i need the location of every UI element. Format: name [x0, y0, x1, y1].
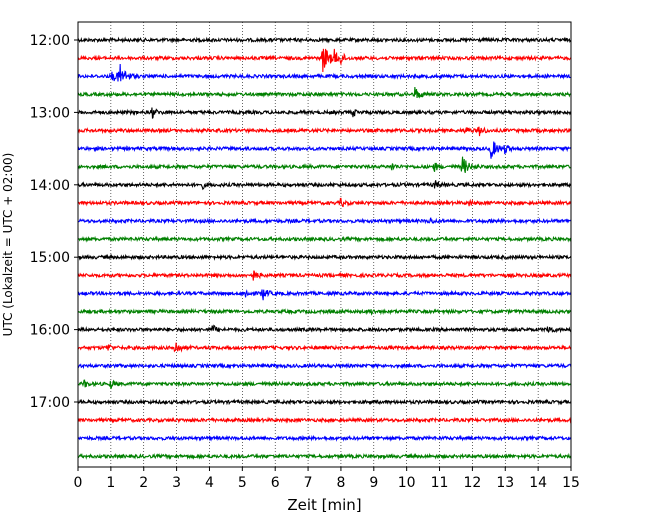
y-axis-label: UTC (Lokalzeit = UTC + 02:00): [1, 153, 15, 337]
seismic-traces: [77, 36, 572, 461]
y-axis-ticks: 12:00 13:00 14:00 15:00 16:00 17:00: [30, 33, 78, 411]
x-tick-label: 10: [398, 475, 416, 491]
x-tick-label: 6: [271, 475, 280, 491]
x-tick-label: 5: [238, 475, 247, 491]
trace-line: [77, 324, 572, 334]
trace-line: [77, 416, 572, 424]
x-tick-label: 0: [74, 475, 83, 491]
trace-line: [77, 289, 572, 301]
trace-line: [77, 197, 572, 208]
trace-line: [77, 307, 572, 316]
trace-line: [77, 126, 572, 137]
y-tick-label: 14:00: [30, 178, 70, 194]
y-tick-label: 12:00: [30, 33, 70, 49]
trace-line: [77, 217, 572, 225]
grid-lines: [110, 22, 539, 467]
trace-line: [77, 379, 572, 390]
y-tick-label: 13:00: [30, 105, 70, 121]
trace-line: [77, 434, 572, 442]
x-tick-label: 9: [369, 475, 378, 491]
trace-line: [77, 398, 572, 406]
x-tick-label: 12: [463, 475, 481, 491]
trace-line: [77, 362, 572, 370]
trace-line: [77, 141, 572, 159]
trace-line: [77, 156, 572, 174]
trace-line: [77, 64, 572, 82]
plot-frame: [77, 21, 572, 468]
trace-line: [77, 48, 572, 73]
trace-line: [77, 253, 572, 261]
x-tick-label: 3: [172, 475, 181, 491]
y-tick-label: 15:00: [30, 250, 70, 266]
trace-line: [77, 87, 572, 99]
trace-line: [77, 235, 572, 243]
x-axis-label: Zeit [min]: [287, 496, 361, 514]
x-tick-label: 13: [496, 475, 514, 491]
y-tick-label: 16:00: [30, 323, 70, 339]
y-tick-label: 17:00: [30, 395, 70, 411]
x-tick-label: 7: [304, 475, 313, 491]
x-tick-label: 11: [431, 475, 449, 491]
x-tick-label: 14: [529, 475, 547, 491]
x-tick-label: 15: [562, 475, 580, 491]
trace-line: [77, 36, 572, 44]
x-tick-label: 4: [205, 475, 214, 491]
x-axis-ticks: 0 1 2 3 4 5 6 7 8 9 10 11 12 13 14 15: [74, 467, 580, 491]
trace-line: [77, 270, 572, 281]
x-tick-label: 2: [139, 475, 148, 491]
x-tick-label: 1: [106, 475, 115, 491]
trace-line: [77, 107, 572, 119]
trace-line: [77, 342, 572, 353]
trace-line: [77, 452, 572, 461]
trace-line: [77, 180, 572, 191]
x-tick-label: 8: [336, 475, 345, 491]
